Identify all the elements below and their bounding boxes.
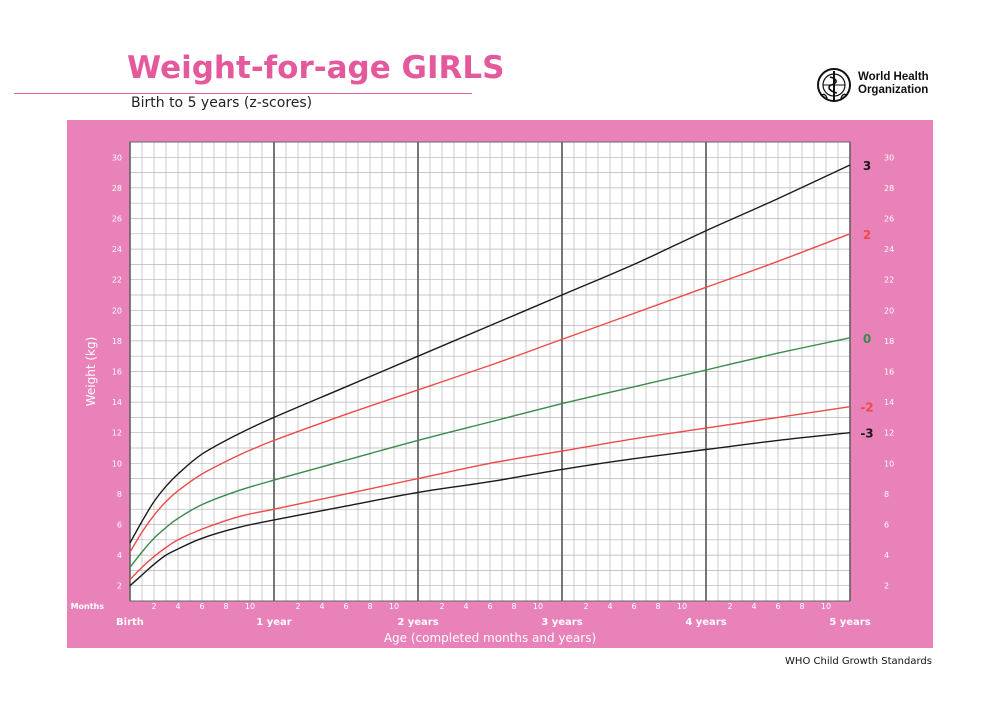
y-tick-label-left: 30 [112, 153, 122, 162]
y-tick-label-right: 24 [884, 245, 894, 254]
y-tick-label-left: 6 [117, 521, 122, 530]
plot-frame [129, 141, 851, 602]
title-underline [14, 93, 472, 94]
y-tick-label-left: 4 [117, 551, 122, 560]
y-tick-label-right: 12 [884, 429, 894, 438]
who-logo: World Health Organization [815, 66, 945, 106]
x-month-label: 2 [439, 602, 444, 611]
x-year-label: 5 years [829, 617, 870, 628]
y-tick-label-right: 16 [884, 368, 894, 377]
y-tick-label-right: 10 [884, 459, 894, 468]
x-month-label: 8 [223, 602, 228, 611]
z-label-2: 2 [863, 228, 871, 242]
y-tick-label-right: 28 [884, 184, 894, 193]
x-month-label: 10 [821, 602, 831, 611]
x-month-label: 10 [245, 602, 255, 611]
who-name-line2: Organization [858, 84, 929, 96]
y-tick-label-left: 18 [112, 337, 122, 346]
x-month-label: 8 [799, 602, 804, 611]
y-tick-label-right: 22 [884, 276, 894, 285]
y-tick-label-left: 20 [112, 306, 122, 315]
who-emblem-icon [817, 68, 851, 102]
y-tick-label-left: 2 [117, 582, 122, 591]
y-tick-label-left: 8 [117, 490, 122, 499]
z-label-3: 3 [863, 159, 871, 173]
y-axis-title: Weight (kg) [84, 337, 98, 407]
x-month-label: 2 [727, 602, 732, 611]
y-tick-label-right: 30 [884, 153, 894, 162]
x-month-label: 2 [295, 602, 300, 611]
y-tick-label-left: 16 [112, 368, 122, 377]
z-curve-2 [129, 233, 851, 553]
x-year-label: 4 years [685, 617, 726, 628]
x-month-label: 6 [487, 602, 492, 611]
x-month-label: 2 [151, 602, 156, 611]
x-year-label: 2 years [397, 617, 438, 628]
x-month-label: 10 [533, 602, 543, 611]
x-year-label: 3 years [541, 617, 582, 628]
x-year-label: Birth [116, 617, 144, 628]
y-tick-label-left: 12 [112, 429, 122, 438]
y-tick-label-right: 20 [884, 306, 894, 315]
x-month-label: 4 [319, 602, 324, 611]
x-month-label: 6 [775, 602, 780, 611]
x-month-label: 4 [463, 602, 468, 611]
y-tick-label-right: 18 [884, 337, 894, 346]
x-month-label: 4 [607, 602, 612, 611]
y-tick-label-left: 28 [112, 184, 122, 193]
who-name: World Health Organization [858, 71, 929, 97]
x-year-label: 1 year [256, 617, 291, 628]
y-tick-label-left: 10 [112, 459, 122, 468]
y-tick-label-right: 8 [884, 490, 889, 499]
x-month-label: 2 [583, 602, 588, 611]
z-curve-3 [129, 164, 851, 544]
y-tick-label-left: 26 [112, 215, 122, 224]
z-curve--2 [129, 406, 851, 581]
x-month-label: 6 [199, 602, 204, 611]
x-month-label: 4 [751, 602, 756, 611]
x-month-label: 8 [367, 602, 372, 611]
y-tick-label-left: 24 [112, 245, 122, 254]
x-month-label: 10 [389, 602, 399, 611]
z-curve--3 [129, 432, 851, 587]
x-month-label: 10 [677, 602, 687, 611]
x-month-label: 8 [511, 602, 516, 611]
z-score-curves [129, 164, 851, 587]
y-tick-label-right: 2 [884, 582, 889, 591]
chart-axes [129, 141, 851, 602]
x-month-label: 4 [175, 602, 180, 611]
footer-source: WHO Child Growth Standards [785, 656, 932, 667]
y-tick-label-right: 26 [884, 215, 894, 224]
z-label--2: -2 [860, 401, 873, 415]
chart-title: Weight-for-age GIRLS [127, 50, 505, 86]
z-label-0: 0 [863, 332, 871, 346]
y-tick-label-right: 6 [884, 521, 889, 530]
chart-grid [129, 141, 851, 602]
y-tick-label-right: 14 [884, 398, 894, 407]
y-tick-label-left: 14 [112, 398, 122, 407]
x-months-caption: Months [71, 602, 105, 611]
z-label--3: -3 [860, 427, 873, 441]
x-month-label: 8 [655, 602, 660, 611]
y-tick-label-right: 4 [884, 551, 889, 560]
x-month-label: 6 [343, 602, 348, 611]
who-name-line1: World Health [858, 71, 929, 83]
chart-subtitle: Birth to 5 years (z-scores) [131, 95, 313, 111]
z-curve-0 [129, 337, 851, 568]
x-axis-title: Age (completed months and years) [384, 631, 596, 645]
y-tick-label-left: 22 [112, 276, 122, 285]
x-month-label: 6 [631, 602, 636, 611]
